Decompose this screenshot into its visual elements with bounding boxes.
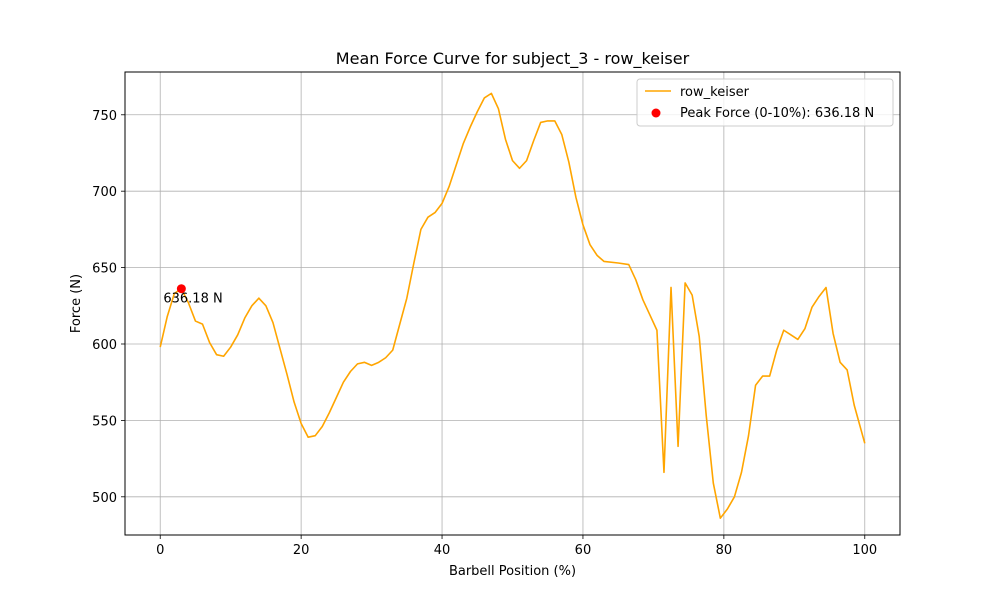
x-tick-label: 80 [716,543,733,558]
x-tick-label: 0 [156,543,164,558]
legend-peak-label: Peak Force (0-10%): 636.18 N [680,106,874,121]
tick-layer: 0 20 40 60 80 100 500 550 600 650 700 750 [92,109,877,558]
y-tick-label: 700 [92,185,117,200]
plot-frame [124,71,901,536]
x-tick-label: 60 [575,543,592,558]
peak-force-annotation: 636.18 N [163,292,222,307]
grid-layer [125,72,900,535]
y-tick-label: 750 [92,109,117,124]
x-axis-label: Barbell Position (%) [449,564,576,579]
legend-series-label: row_keiser [680,85,750,100]
legend: row_keiser Peak Force (0-10%): 636.18 N [636,78,894,127]
y-tick-label: 650 [92,262,117,277]
x-tick-label: 40 [434,543,451,558]
legend-box [636,78,894,127]
x-tick-label: 100 [852,543,877,558]
y-axis-label: Force (N) [69,274,84,333]
y-tick-label: 550 [92,414,117,429]
y-tick-label: 500 [92,491,117,506]
series-line-row_keiser [159,92,866,519]
series-layer: 636.18 N [159,92,866,519]
legend-peak-marker [651,108,661,118]
chart-title: Mean Force Curve for subject_3 - row_kei… [336,49,690,69]
x-tick-label: 20 [293,543,310,558]
peak-force-marker [176,284,186,294]
y-tick-label: 600 [92,338,117,353]
